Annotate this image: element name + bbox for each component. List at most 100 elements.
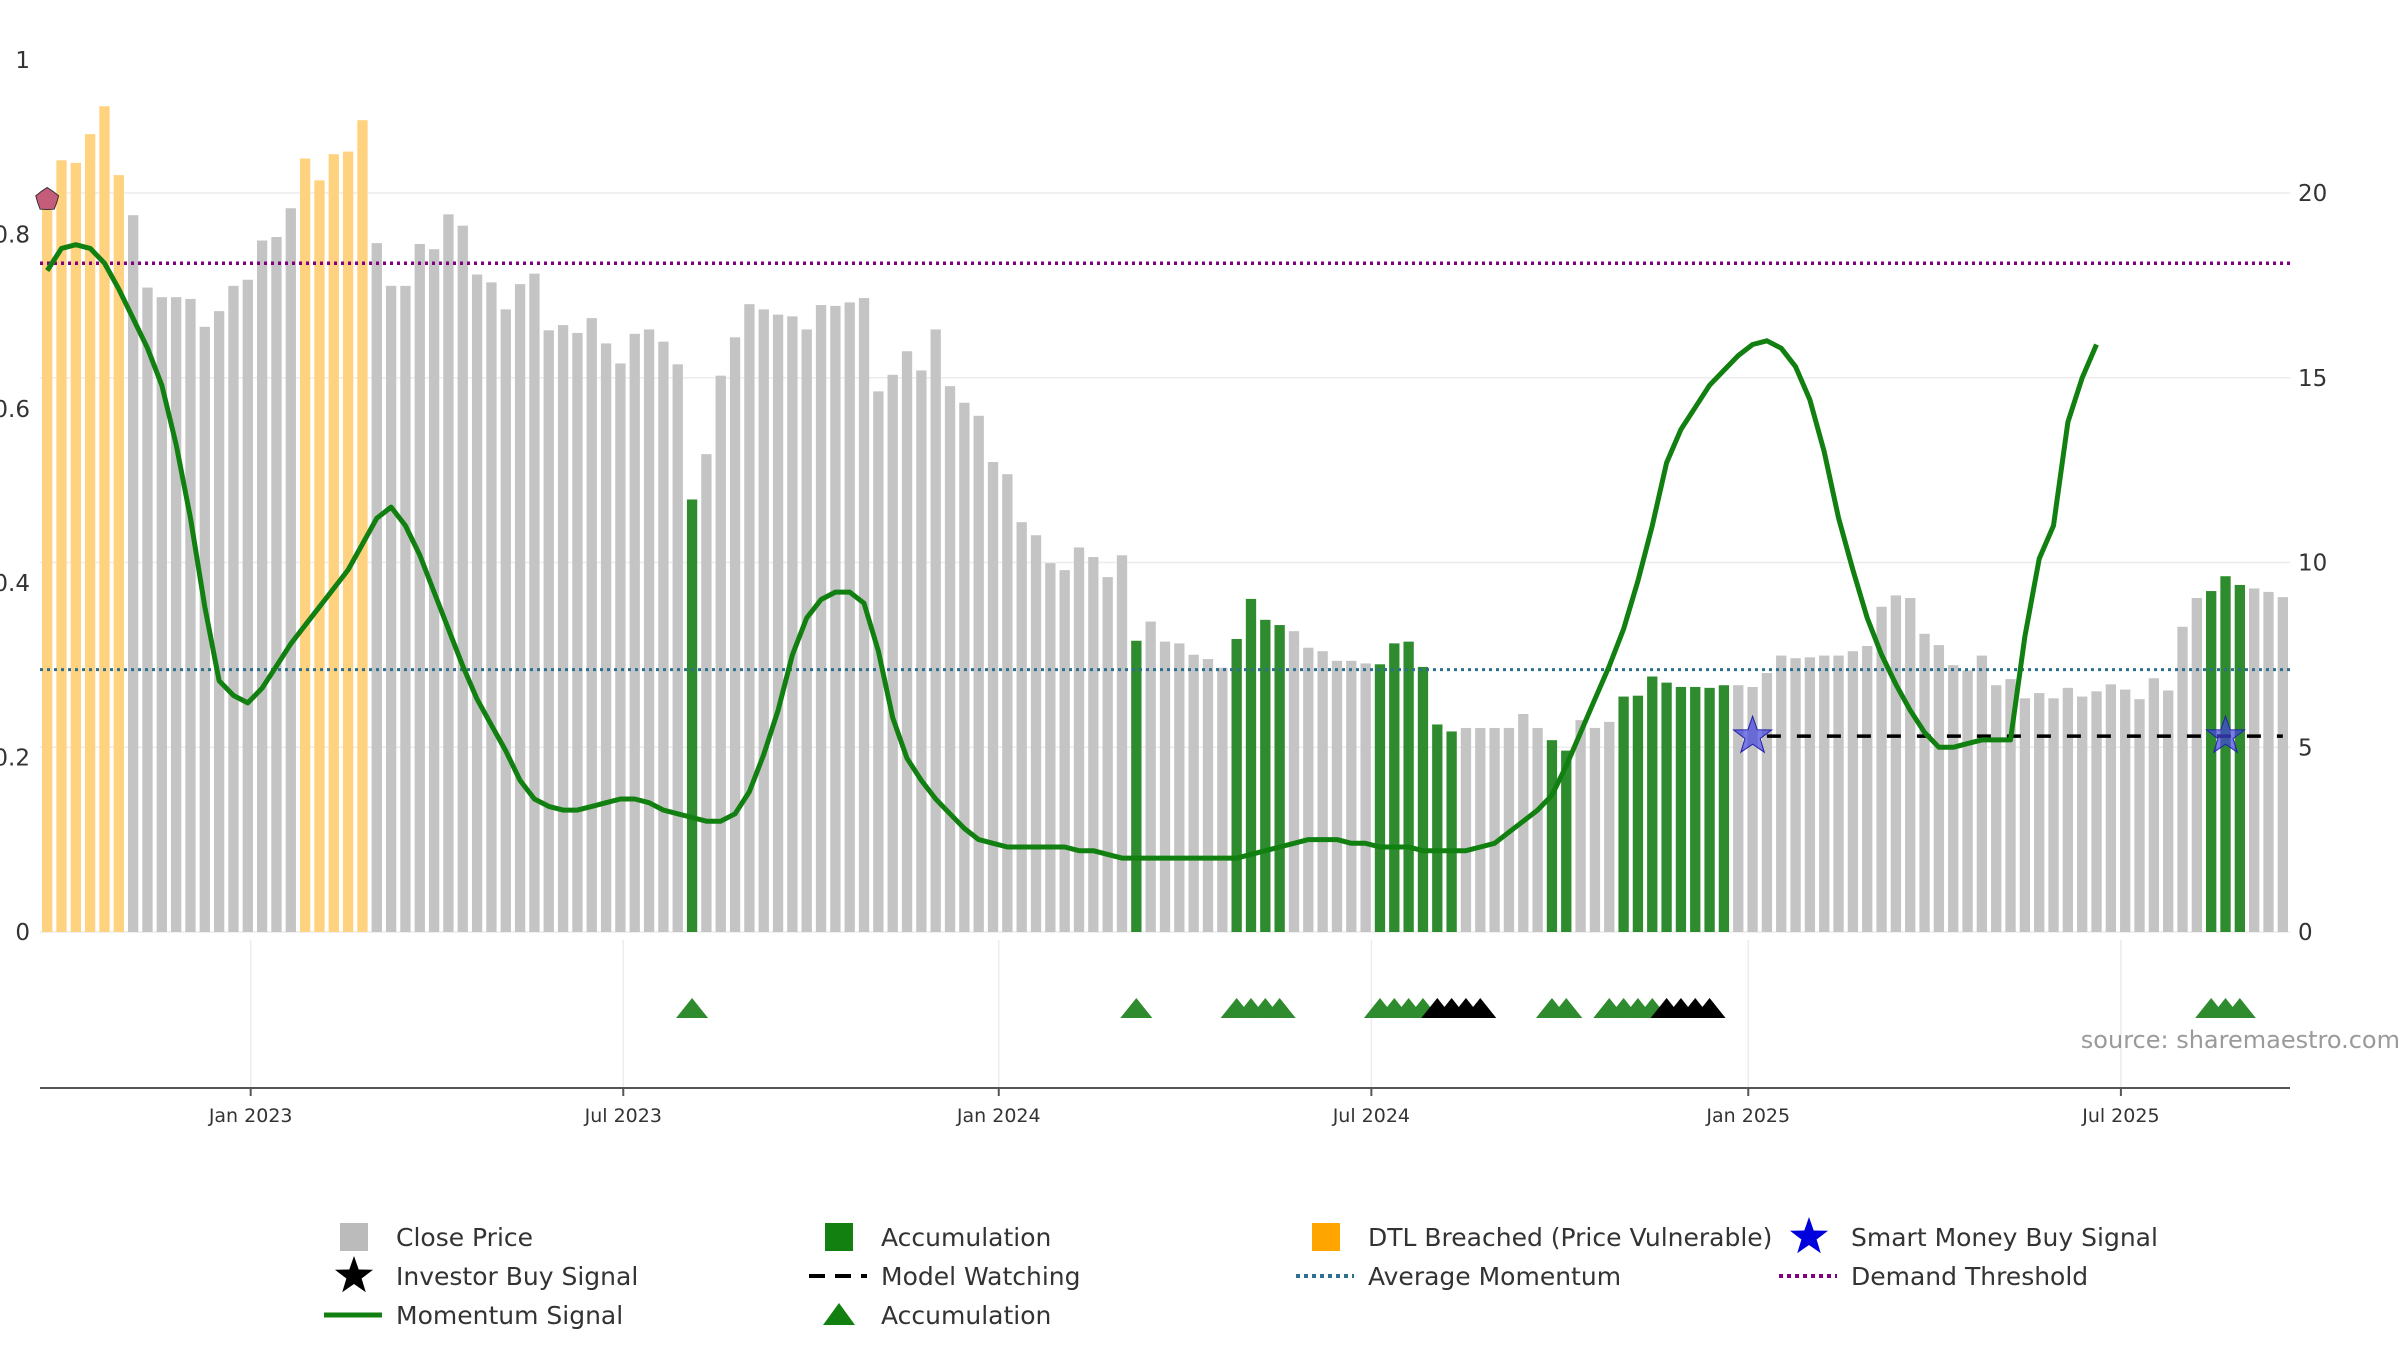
price-bar <box>2191 598 2203 932</box>
price-bar <box>1718 685 1730 932</box>
price-bar <box>1174 643 1185 932</box>
price-bar <box>801 329 812 932</box>
price-bar <box>686 499 698 932</box>
price-bar <box>2148 678 2160 932</box>
price-bar <box>85 134 96 932</box>
legend-triangle <box>823 1303 855 1325</box>
price-bar <box>1747 686 1758 932</box>
price-bar <box>1647 676 1658 932</box>
right-tick-label: 15 <box>2298 366 2327 392</box>
legend-item-investor_buy: Investor Buy Signal <box>335 1256 638 1293</box>
price-bar <box>1417 666 1429 932</box>
price-bar <box>1389 643 1400 932</box>
price-bar <box>56 160 67 932</box>
price-bar <box>1460 727 1472 932</box>
legend-label: Close Price <box>396 1223 533 1252</box>
price-bar <box>371 243 382 932</box>
price-bar <box>514 284 526 932</box>
price-bar <box>2234 584 2245 932</box>
price-bar <box>142 287 153 932</box>
price-bar <box>1016 522 1027 932</box>
left-tick-label: 0.8 <box>0 222 30 248</box>
left-tick-label: 0 <box>15 920 30 946</box>
price-bar <box>1962 670 1973 932</box>
investor-buy-triangle <box>1464 998 1497 1018</box>
price-bar <box>2091 691 2102 932</box>
price-bar <box>2005 679 2016 932</box>
price-bar <box>543 330 554 932</box>
price-bar <box>256 240 268 932</box>
price-bar <box>2177 626 2188 932</box>
accumulation-triangle <box>1120 998 1153 1018</box>
price-bar <box>99 106 110 932</box>
price-bar <box>2163 690 2174 932</box>
price-bar <box>1231 639 1242 932</box>
price-bar <box>70 162 81 932</box>
price-bar <box>314 180 325 932</box>
price-bar <box>887 374 898 932</box>
price-bar <box>701 454 712 932</box>
price-bar <box>170 297 182 933</box>
price-bar <box>2019 698 2031 932</box>
price-bar <box>2249 588 2260 932</box>
accumulation-triangle <box>1263 998 1296 1018</box>
price-bar <box>1346 660 1357 932</box>
price-bar <box>2077 696 2088 932</box>
price-bar <box>1804 657 1816 932</box>
price-bars <box>42 106 2288 933</box>
price-bar <box>1704 687 1715 932</box>
accumulation-triangle <box>2223 998 2256 1018</box>
price-bar <box>328 154 339 932</box>
price-bar <box>1948 665 1959 932</box>
price-bar <box>987 461 999 932</box>
price-bar <box>600 343 612 932</box>
price-bar <box>2206 591 2217 932</box>
right-tick-label: 5 <box>2298 735 2313 761</box>
legend-star <box>1790 1217 1828 1254</box>
left-tick-label: 1 <box>15 48 30 74</box>
price-bar <box>916 370 927 932</box>
price-bar <box>557 325 569 932</box>
price-bar <box>228 285 239 932</box>
accumulation-triangle <box>676 998 709 1018</box>
left-tick-label: 0.2 <box>0 746 30 772</box>
price-bar <box>1245 598 1257 932</box>
price-bar <box>1933 645 1945 932</box>
price-bar <box>1374 664 1386 932</box>
price-bar <box>973 415 984 932</box>
price-bar <box>271 237 282 933</box>
price-bar <box>1589 727 1601 932</box>
price-bar <box>1819 655 1830 932</box>
price-bar <box>1876 606 1887 932</box>
price-bar <box>1561 750 1572 932</box>
price-bar <box>1131 640 1142 932</box>
price-bar <box>1690 686 1701 932</box>
price-bar <box>844 302 855 932</box>
price-bar <box>185 298 196 933</box>
legend-star <box>335 1256 373 1293</box>
price-bar <box>1976 655 1988 932</box>
price-bar <box>1088 557 1099 932</box>
price-bar <box>1661 682 1672 932</box>
price-bar <box>1446 731 1457 932</box>
price-bar <box>586 318 597 932</box>
price-bar <box>1890 595 1902 932</box>
price-bar <box>715 375 726 932</box>
price-bar <box>787 316 798 932</box>
price-bar <box>400 285 411 932</box>
signal-markers <box>35 186 2256 1018</box>
dtl-marker <box>35 186 60 211</box>
legend-label: Average Momentum <box>1368 1262 1621 1291</box>
price-bar <box>1862 645 1873 932</box>
price-bar <box>42 195 53 932</box>
price-bar <box>1575 720 1586 932</box>
price-bar <box>1116 555 1128 932</box>
price-bar <box>643 329 655 932</box>
price-bar <box>2277 597 2288 932</box>
price-bar <box>1403 641 1414 932</box>
price-bar <box>414 243 425 932</box>
x-tick-label: Jan 2024 <box>956 1105 1041 1127</box>
price-bar <box>1260 619 1271 932</box>
legend-label: Accumulation <box>881 1301 1051 1330</box>
